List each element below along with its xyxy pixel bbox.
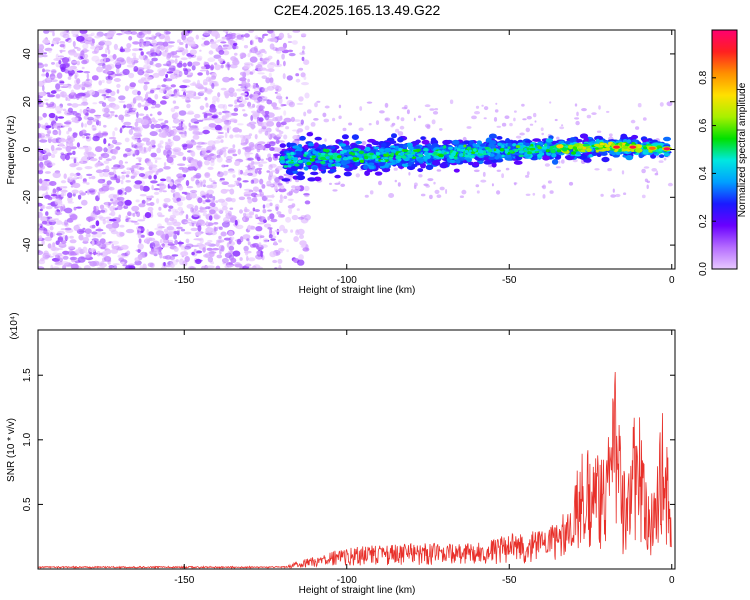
colorbar-tick-label: 0.2 [698,214,709,228]
spectrogram-ylabel: Frequency (Hz) [6,116,17,185]
snr-y-ticks: 1.5 1.0 0.5 [22,368,675,511]
colorbar-tick-label: 0.6 [698,118,709,132]
colorbar-tick-label: 0.8 [698,70,709,84]
snr-panel: -150 -100 -50 0 1.5 1.0 0.5 (x10⁴) Height of … [6,312,676,596]
snr-ylabel: SNR (10 * v/v) [6,418,17,482]
x-tick-label: -100 [337,275,357,286]
spectrogram-panel: -150 -100 -50 0 40 20 0 -20 -40 Height of strai… [6,29,676,296]
x-tick-label: -150 [174,275,194,286]
colorbar-tick-label: 0.0 [698,262,709,276]
noise-speckle [38,30,673,269]
colorbar: 0.0 0.2 0.4 0.6 0.8 Normalized spectral ampl… [698,29,748,276]
spectrogram-x-ticks: -150 -100 -50 0 [174,30,675,286]
snr-xlabel: Height of straight line (km) [299,585,416,596]
colorbar-ticks: 0.0 0.2 0.4 0.6 0.8 [698,70,716,276]
snr-x-ticks: -150 -100 -50 0 [174,330,675,586]
x-tick-label: -50 [502,575,517,586]
y-tick-label: 20 [22,96,33,108]
y-tick-label: 0 [22,146,33,152]
colorbar-frame [711,29,738,270]
colorbar-gradient [712,30,737,269]
snr-scale-label: (x10⁴) [9,312,20,339]
x-tick-label: 0 [669,575,675,586]
colorbar-label: Normalized spectral amplitude [737,82,748,217]
y-tick-label: 0.5 [22,497,33,511]
y-tick-label: 1.5 [22,368,33,382]
spectrogram-xlabel: Height of straight line (km) [299,285,416,296]
x-tick-label: -50 [502,275,517,286]
y-tick-label: 1.0 [22,432,33,446]
spectrogram-y-ticks: 40 20 0 -20 -40 [22,48,675,252]
spectrogram-image [38,30,675,269]
snr-frame [37,329,676,570]
snr-series-line [38,371,672,569]
colorbar-tick-label: 0.4 [698,166,709,180]
x-tick-label: 0 [669,275,675,286]
x-tick-label: -100 [337,575,357,586]
figure-title: C2E4.2025.165.13.49.G22 [274,2,441,18]
x-tick-label: -150 [174,575,194,586]
y-tick-label: 40 [22,48,33,60]
y-tick-label: -40 [22,237,33,252]
y-tick-label: -20 [22,190,33,205]
signal-trace [278,132,672,182]
